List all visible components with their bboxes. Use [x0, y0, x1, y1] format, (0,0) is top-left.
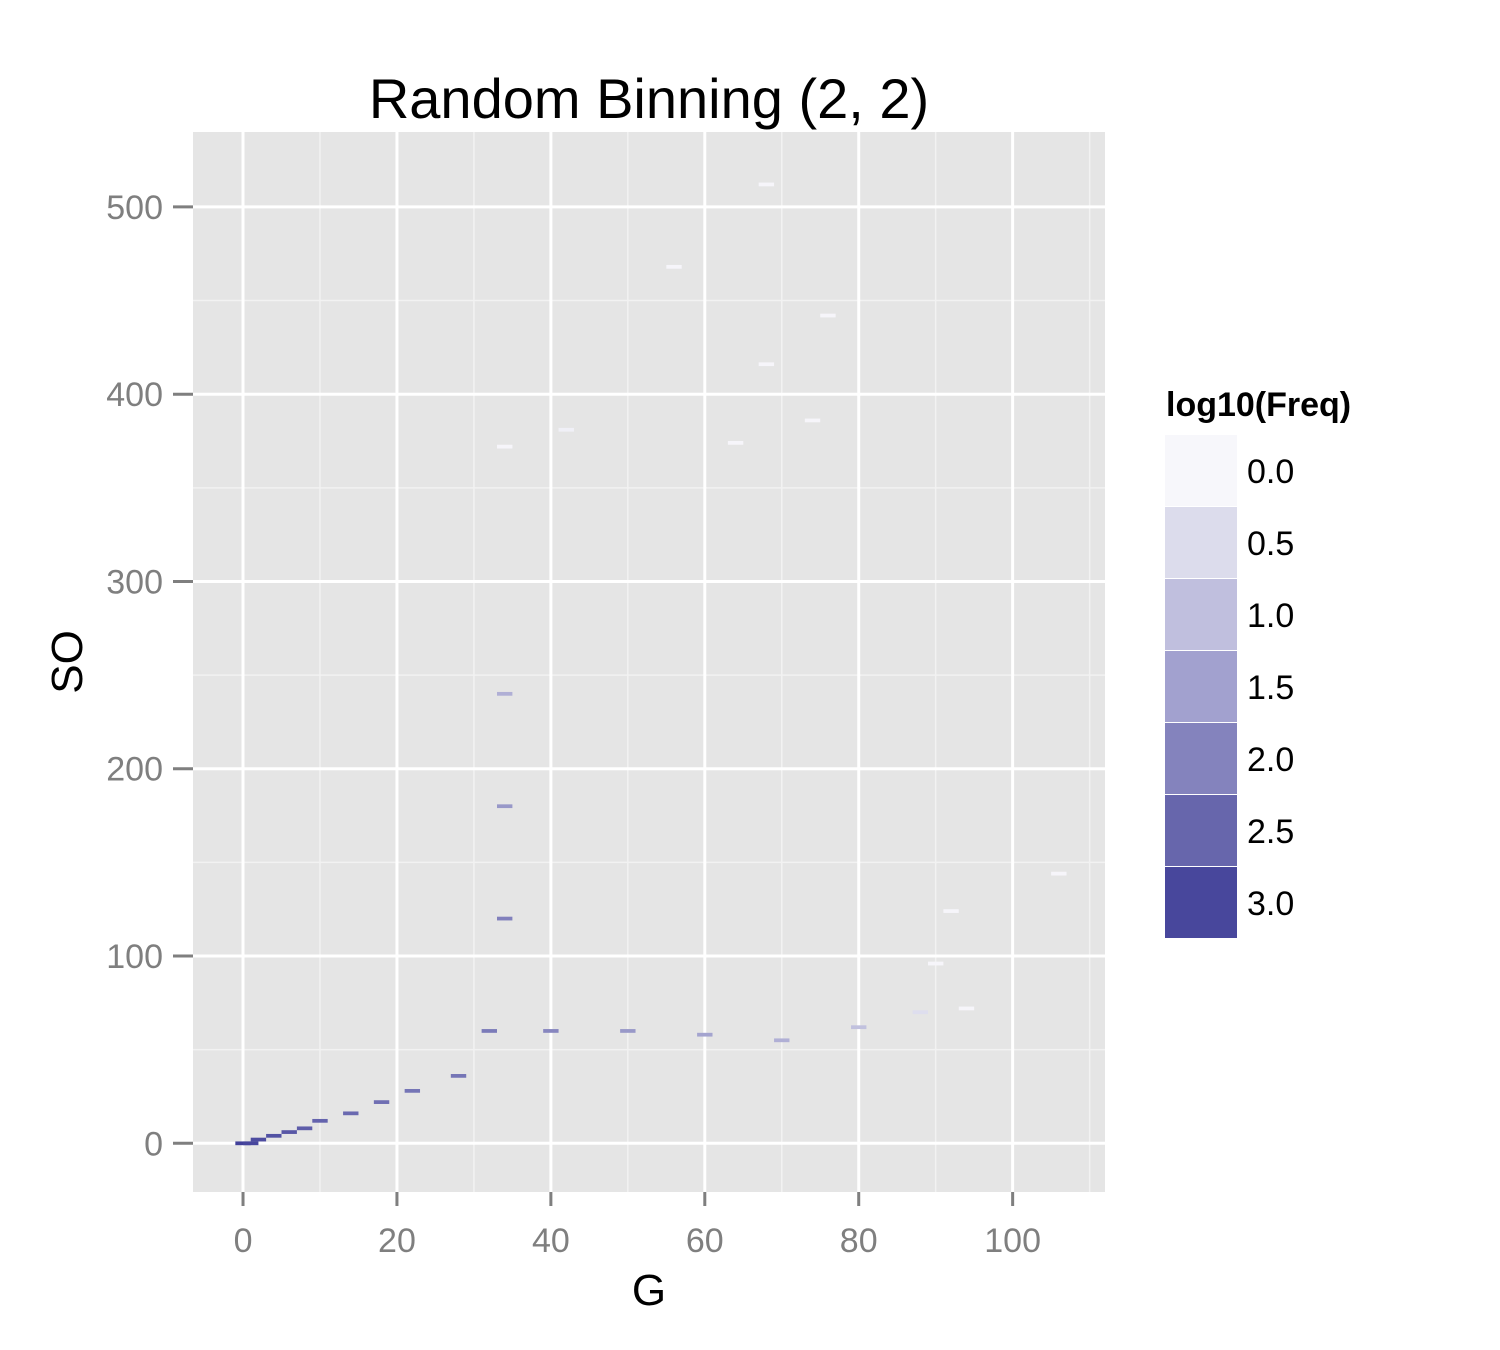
- heatmap-cell: [912, 1010, 928, 1015]
- heatmap-cell: [281, 1130, 297, 1134]
- heatmap-cell: [943, 909, 959, 913]
- legend-swatch: [1165, 435, 1237, 506]
- y-tick-label: 500: [106, 189, 163, 227]
- heatmap-cell: [481, 1029, 497, 1033]
- legend-swatch: [1165, 579, 1237, 650]
- heatmap-cell: [266, 1133, 282, 1138]
- x-axis-title: G: [632, 1266, 666, 1315]
- x-tick-label: 60: [686, 1222, 724, 1260]
- x-tick-label: 40: [532, 1222, 570, 1260]
- heatmap-cell: [758, 362, 775, 367]
- x-tick-label: 100: [984, 1222, 1041, 1260]
- heatmap-cell: [404, 1088, 421, 1093]
- legend-label: 3.0: [1247, 885, 1294, 923]
- y-axis: 0 100 200 300 400 500: [106, 189, 193, 1163]
- y-tick-label: 400: [106, 376, 163, 414]
- heatmap-cell: [373, 1100, 390, 1104]
- heatmap-cell: [774, 1038, 790, 1043]
- heatmap-cell: [758, 182, 775, 187]
- legend-swatch: [1165, 867, 1237, 938]
- x-tick-label: 20: [378, 1222, 416, 1260]
- legend-title: log10(Freq): [1166, 386, 1351, 424]
- heatmap-cells: [235, 182, 1067, 1146]
- x-tick-label: 0: [234, 1222, 253, 1260]
- heatmap-cell: [296, 1126, 313, 1131]
- heatmap-cell: [543, 1029, 559, 1033]
- heatmap-cell: [958, 1006, 975, 1011]
- heatmap-cell: [697, 1032, 713, 1037]
- legend-label: 1.0: [1247, 597, 1294, 635]
- legend-label: 0.0: [1247, 453, 1294, 491]
- heatmap-cell: [727, 441, 744, 445]
- heatmap-cell: [250, 1137, 267, 1142]
- heatmap-cell: [243, 1141, 259, 1146]
- heatmap-cell: [820, 313, 836, 318]
- heatmap-cell: [1051, 871, 1067, 876]
- heatmap-cell: [620, 1029, 636, 1033]
- x-axis: 0 20 40 60 80 100: [234, 1192, 1041, 1260]
- heatmap-cell: [497, 916, 513, 921]
- legend-label: 2.0: [1247, 741, 1294, 779]
- y-tick-label: 300: [106, 563, 163, 601]
- minor-gridlines: [193, 132, 1105, 1192]
- plot-area: [193, 132, 1105, 1192]
- panel-background: [193, 132, 1105, 1192]
- legend-swatch: [1165, 507, 1237, 578]
- x-tick-label: 80: [840, 1222, 878, 1260]
- heatmap-cell: [927, 961, 944, 966]
- heatmap-cell: [450, 1074, 467, 1078]
- heatmap-cell: [343, 1111, 359, 1116]
- heatmap-cell: [666, 264, 682, 269]
- legend-label: 2.5: [1247, 813, 1294, 851]
- legend-label: 1.5: [1247, 669, 1294, 707]
- legend: log10(Freq) 0.0 0.5 1.0 1.5 2.0 2.5 3.0: [1165, 386, 1351, 938]
- legend-swatch: [1165, 723, 1237, 794]
- heatmap-cell: [312, 1118, 328, 1123]
- legend-label: 0.5: [1247, 525, 1294, 563]
- heatmap-cell: [497, 444, 513, 449]
- y-tick-label: 200: [106, 751, 163, 789]
- y-tick-label: 0: [144, 1125, 163, 1163]
- y-axis-title: SO: [43, 630, 92, 694]
- y-tick-label: 100: [106, 938, 163, 976]
- heatmap-cell: [497, 804, 513, 809]
- legend-swatch: [1165, 651, 1237, 722]
- heatmap-cell: [558, 427, 574, 432]
- heatmap-cell: [497, 691, 513, 696]
- major-gridlines: [193, 132, 1105, 1192]
- heatmap-cell: [851, 1025, 867, 1030]
- chart-title: Random Binning (2, 2): [369, 67, 929, 130]
- legend-swatch: [1165, 795, 1237, 866]
- legend-keys: 0.0 0.5 1.0 1.5 2.0 2.5 3.0: [1165, 435, 1294, 938]
- heatmap-cell: [804, 418, 821, 423]
